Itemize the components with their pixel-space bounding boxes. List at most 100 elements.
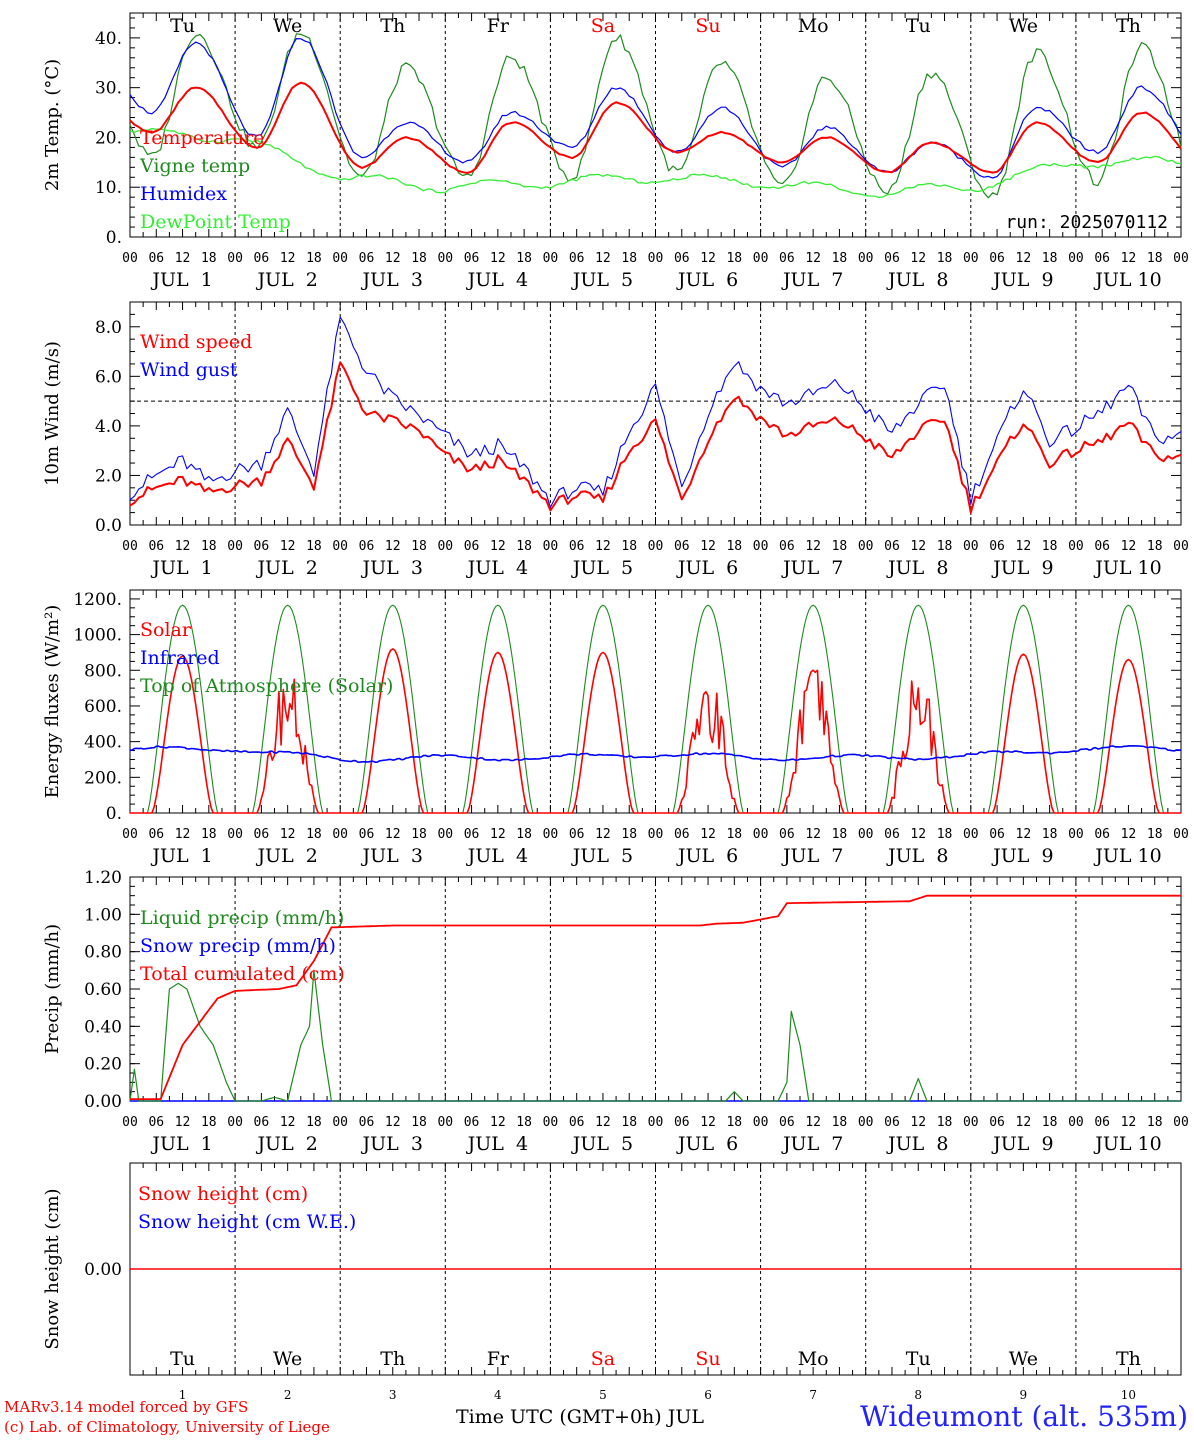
time-axis-label: Time UTC (GMT+0h) JUL: [456, 1406, 704, 1428]
hour-tick-label: 18: [306, 1115, 322, 1130]
legend-humidex: Humidex: [140, 183, 227, 205]
legend-snow-height-cm-w-e: Snow height (cm W.E.): [138, 1211, 356, 1233]
hour-tick-label: 12: [910, 539, 926, 554]
date-label: JUL 6: [676, 845, 738, 867]
hour-tick-label: 00: [753, 1115, 769, 1130]
hour-tick-label: 12: [490, 539, 506, 554]
date-label: JUL 9: [991, 269, 1053, 291]
hour-tick-label: 00: [543, 539, 559, 554]
hour-tick-label: 06: [148, 251, 164, 266]
hour-tick-label: 00: [227, 1115, 243, 1130]
day-number-label: 8: [914, 1388, 922, 1402]
date-label: JUL 9: [991, 845, 1053, 867]
weekday-label: Sa: [591, 15, 615, 37]
hour-tick-label: 18: [201, 827, 217, 842]
hour-tick-label: 12: [490, 827, 506, 842]
day-number-label: 6: [704, 1388, 712, 1402]
date-label: JUL 1: [150, 845, 212, 867]
y-tick-label: 1000.: [73, 626, 122, 646]
hour-tick-label: 06: [884, 827, 900, 842]
hour-tick-label: 12: [700, 539, 716, 554]
weekday-label: Su: [695, 1348, 720, 1370]
date-label: JUL 10: [1093, 269, 1161, 291]
hour-tick-label: 06: [1094, 827, 1110, 842]
legend-temperature: Temperature: [140, 127, 264, 149]
hour-tick-label: 06: [779, 827, 795, 842]
hour-tick-label: 12: [385, 1115, 401, 1130]
hour-tick-label: 00: [543, 251, 559, 266]
hour-tick-label: 12: [805, 251, 821, 266]
hour-tick-label: 00: [753, 827, 769, 842]
y-tick-label: 0.00: [84, 1092, 122, 1112]
hour-tick-label: 18: [621, 1115, 637, 1130]
hour-tick-label: 12: [280, 1115, 296, 1130]
hour-tick-label: 00: [437, 827, 453, 842]
hour-tick-label: 06: [779, 539, 795, 554]
hour-tick-label: 06: [1094, 539, 1110, 554]
hour-tick-label: 18: [411, 827, 427, 842]
date-label: JUL 2: [255, 1133, 317, 1155]
y-tick-label: 1200.: [73, 590, 122, 610]
hour-tick-label: 18: [516, 827, 532, 842]
hour-tick-label: 06: [148, 1115, 164, 1130]
hour-tick-label: 00: [122, 1115, 138, 1130]
hour-tick-label: 12: [1121, 1115, 1137, 1130]
legend-dewpoint-temp: DewPoint Temp: [140, 211, 291, 233]
hour-tick-label: 12: [805, 827, 821, 842]
y-tick-label: 1.00: [84, 905, 122, 925]
weekday-label: Th: [380, 1348, 405, 1370]
y-axis-label: Precip (mm/h): [42, 924, 63, 1054]
wind-speed-line: [129, 361, 1182, 514]
weekday-label: Tu: [906, 1348, 931, 1370]
legend-wind-speed: Wind speed: [140, 331, 252, 353]
hour-tick-label: 06: [884, 539, 900, 554]
hour-tick-label: 00: [332, 251, 348, 266]
hour-tick-label: 06: [989, 1115, 1005, 1130]
hour-tick-label: 12: [280, 827, 296, 842]
date-label: JUL 10: [1093, 557, 1161, 579]
hour-tick-label: 12: [1016, 251, 1032, 266]
date-label: JUL 4: [466, 269, 528, 291]
infrared-line: [129, 745, 1181, 763]
day-number-label: 5: [599, 1388, 607, 1402]
hour-tick-label: 00: [858, 539, 874, 554]
day-number-label: 2: [284, 1388, 292, 1402]
hour-tick-label: 00: [1173, 827, 1189, 842]
hour-tick-label: 12: [1121, 539, 1137, 554]
date-label: JUL 1: [150, 1133, 212, 1155]
legend-snow-precip-mm-h: Snow precip (mm/h): [140, 935, 336, 957]
hour-tick-label: 18: [1147, 1115, 1163, 1130]
y-tick-label: 200.: [84, 768, 122, 788]
weekday-label: Mo: [798, 1348, 829, 1370]
date-label: JUL 7: [781, 845, 843, 867]
date-label: JUL 6: [676, 557, 738, 579]
hour-tick-label: 12: [700, 827, 716, 842]
hour-tick-label: 18: [1147, 827, 1163, 842]
date-label: JUL 5: [571, 557, 633, 579]
y-tick-label: 600.: [84, 697, 122, 717]
date-label: JUL 1: [150, 269, 212, 291]
hour-tick-label: 06: [254, 827, 270, 842]
date-label: JUL 1: [150, 557, 212, 579]
y-axis-label: 2m Temp. (°C): [42, 59, 63, 191]
plot-frame: [129, 589, 1182, 814]
hour-tick-label: 18: [1147, 251, 1163, 266]
weekday-label: Tu: [170, 1348, 195, 1370]
hour-tick-label: 00: [1068, 539, 1084, 554]
hour-tick-label: 18: [1147, 539, 1163, 554]
y-tick-label: 0.20: [84, 1055, 122, 1075]
date-label: JUL 10: [1093, 1133, 1161, 1155]
weekday-label: Sa: [591, 1348, 615, 1370]
hour-tick-label: 00: [332, 539, 348, 554]
y-tick-label: 6.0: [95, 367, 122, 387]
date-label: JUL 5: [571, 845, 633, 867]
cumulated-precip-line: [130, 894, 1181, 1100]
hour-tick-label: 00: [1068, 827, 1084, 842]
lab-credit: (c) Lab. of Climatology, University of L…: [4, 1418, 330, 1436]
y-tick-label: 0.: [106, 804, 122, 824]
hour-tick-label: 12: [490, 251, 506, 266]
hour-tick-label: 18: [937, 827, 953, 842]
y-tick-label: 30.: [95, 79, 122, 99]
hour-tick-label: 06: [989, 251, 1005, 266]
hour-tick-label: 00: [122, 539, 138, 554]
